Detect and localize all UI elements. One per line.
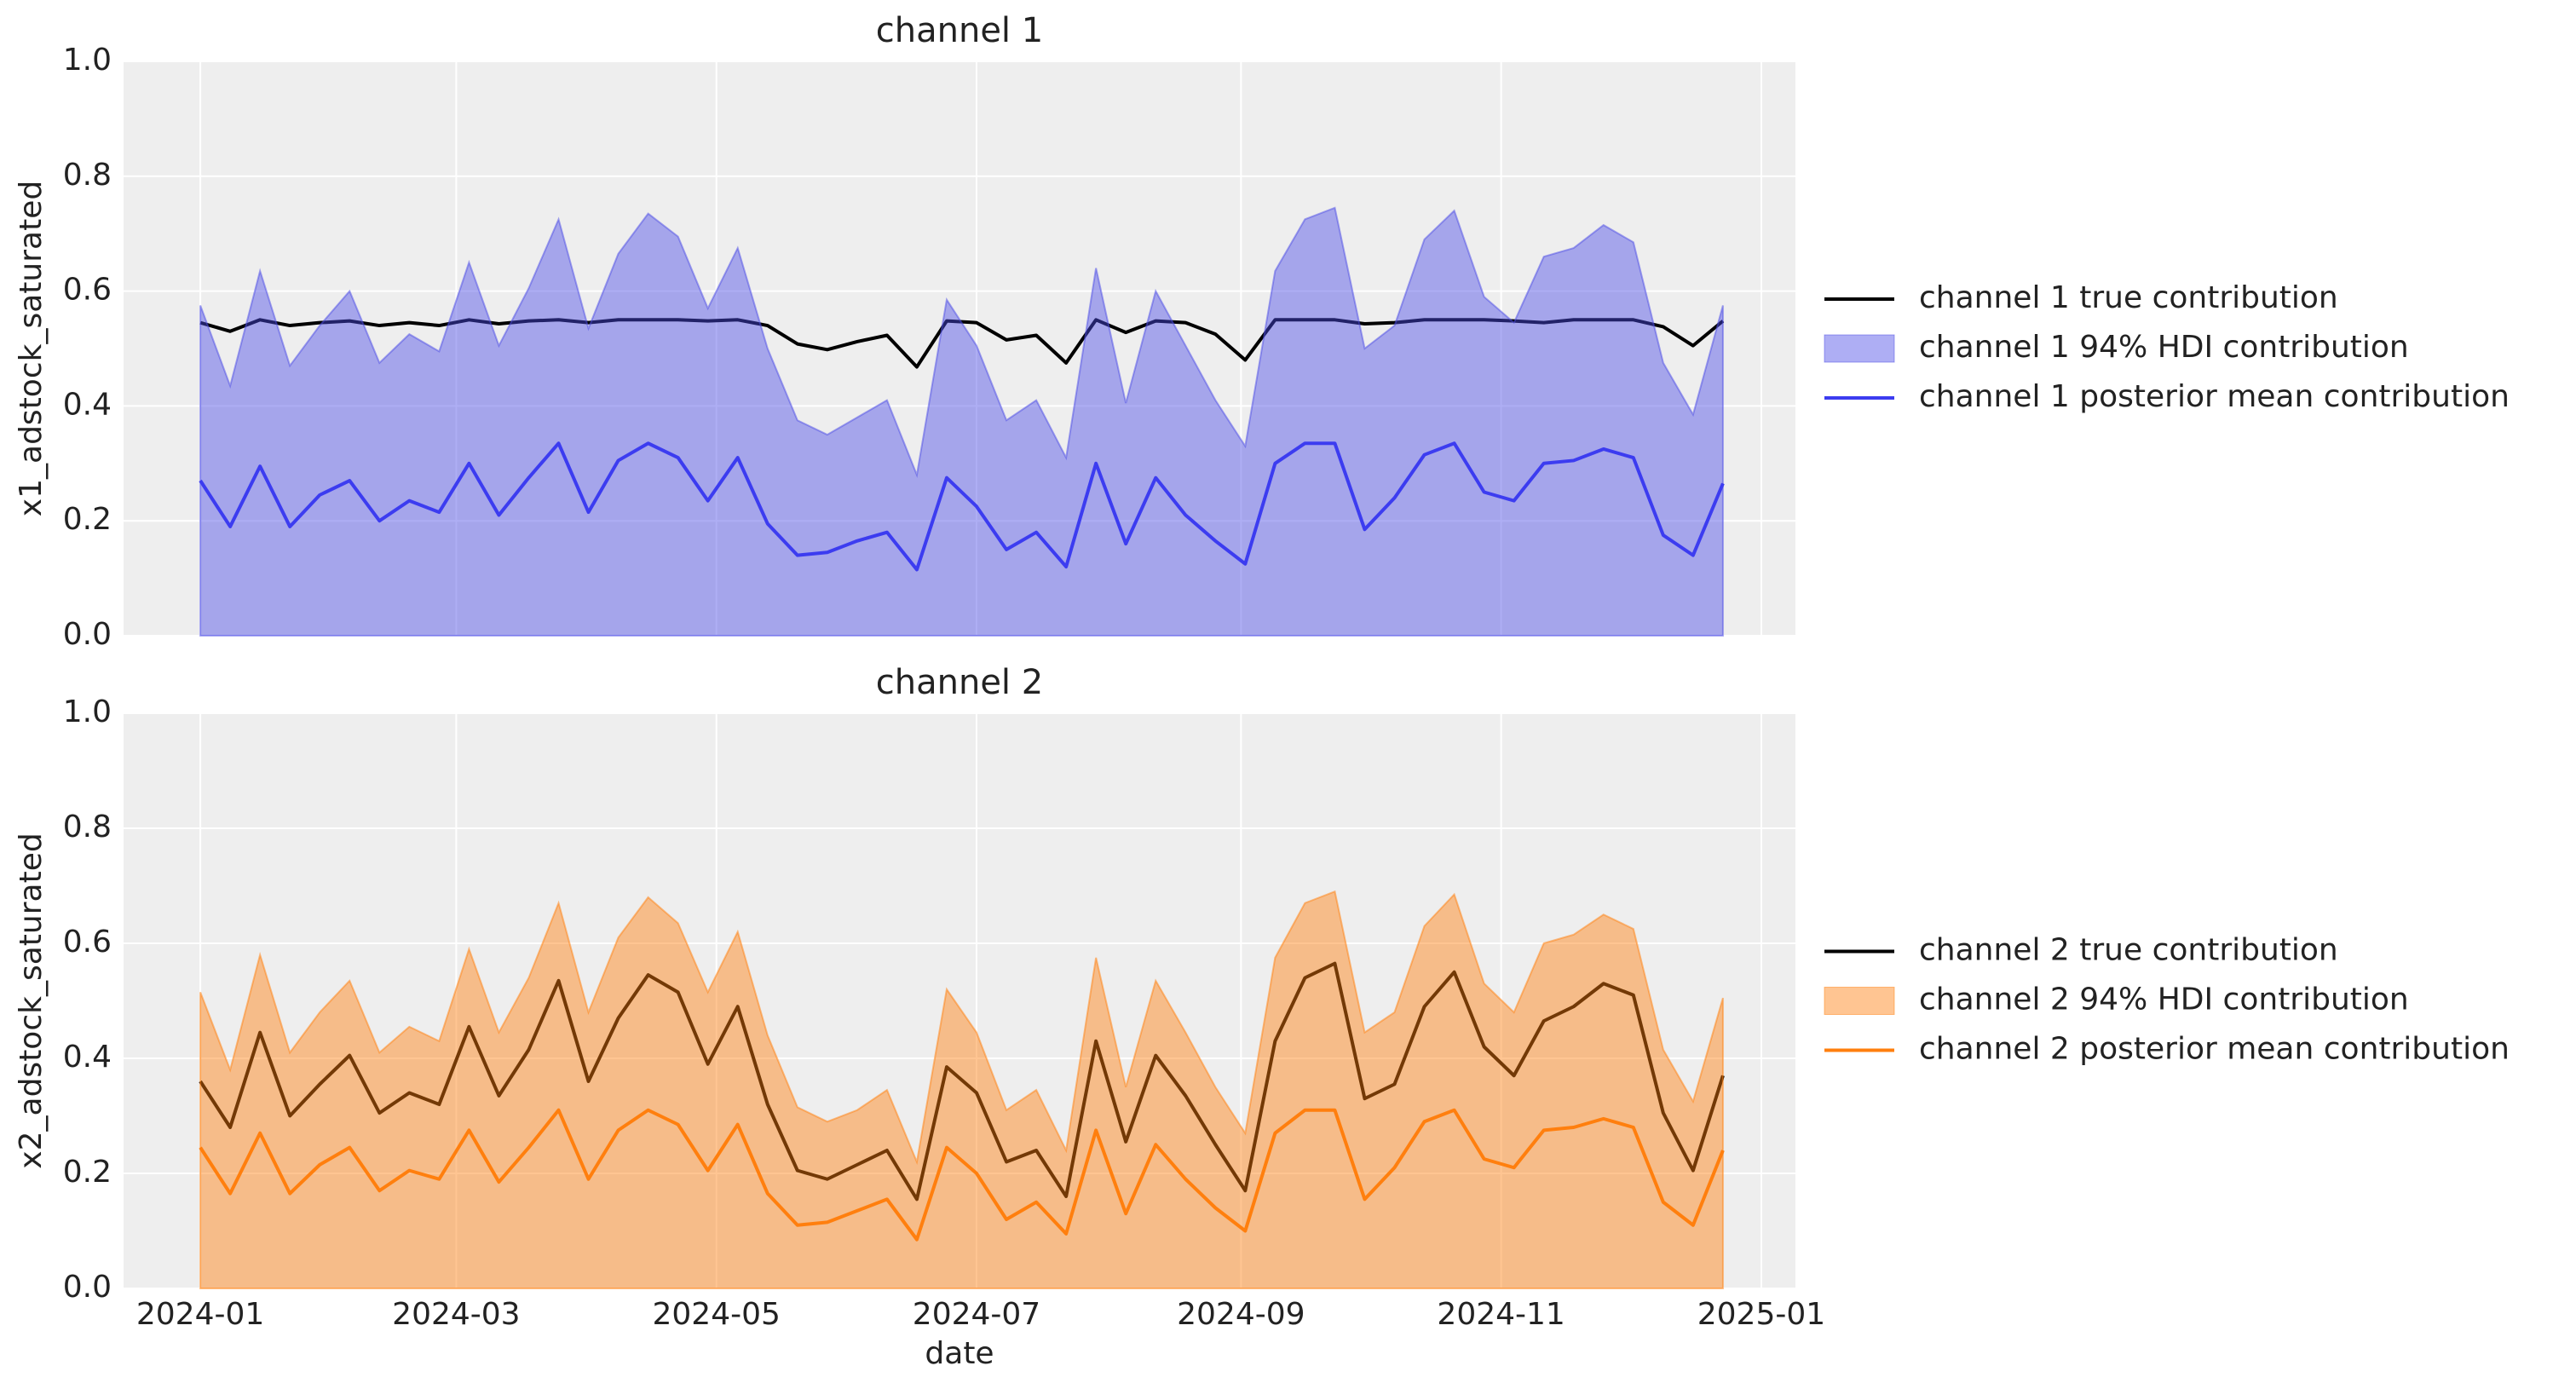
y-tick-label: 0.8: [63, 810, 112, 844]
x-tick-label: 2024-11: [1437, 1297, 1565, 1332]
legend-swatch: [1824, 987, 1895, 1015]
subplot-title: channel 1: [876, 11, 1043, 50]
y-tick-label: 0.6: [63, 925, 112, 959]
y-tick-label: 1.0: [63, 694, 112, 729]
x-tick-label: 2024-01: [136, 1297, 264, 1332]
x-tick-label: 2024-05: [652, 1297, 780, 1332]
x-axis-label: date: [925, 1336, 994, 1371]
hdi-band: [199, 206, 1724, 637]
subplot-title: channel 2: [876, 663, 1043, 702]
y-tick-label: 0.0: [63, 617, 112, 652]
x-tick-label: 2024-07: [913, 1297, 1040, 1332]
legend-label: channel 1 posterior mean contribution: [1919, 379, 2510, 414]
hdi-band: [199, 890, 1724, 1289]
y-tick-label: 0.0: [63, 1270, 112, 1305]
legend-label: channel 2 true contribution: [1919, 933, 2338, 968]
y-tick-label: 0.2: [63, 502, 112, 537]
x-tick-label: 2024-03: [392, 1297, 520, 1332]
series-line: [199, 441, 1725, 572]
legend-label: channel 2 94% HDI contribution: [1919, 983, 2409, 1017]
y-tick-label: 1.0: [63, 43, 112, 78]
x-tick-label: 2025-01: [1697, 1297, 1825, 1332]
x-tick-label: 2024-09: [1177, 1297, 1305, 1332]
plot-area: [124, 713, 1795, 1288]
y-tick-label: 0.8: [63, 158, 112, 193]
legend-label: channel 1 94% HDI contribution: [1919, 330, 2409, 365]
y-axis-label: x1_adstock_saturated: [14, 181, 49, 516]
legend-label: channel 1 true contribution: [1919, 280, 2338, 315]
legend-swatch: [1824, 334, 1895, 363]
y-tick-label: 0.4: [63, 1040, 112, 1075]
series-line: [199, 961, 1725, 1201]
legend-label: channel 2 posterior mean contribution: [1919, 1032, 2510, 1067]
y-axis-label: x2_adstock_saturated: [14, 833, 49, 1168]
y-tick-label: 0.4: [63, 387, 112, 422]
y-tick-label: 0.2: [63, 1155, 112, 1190]
y-tick-label: 0.6: [63, 273, 112, 308]
series-line: [199, 1108, 1725, 1242]
plot-area: [124, 61, 1795, 636]
